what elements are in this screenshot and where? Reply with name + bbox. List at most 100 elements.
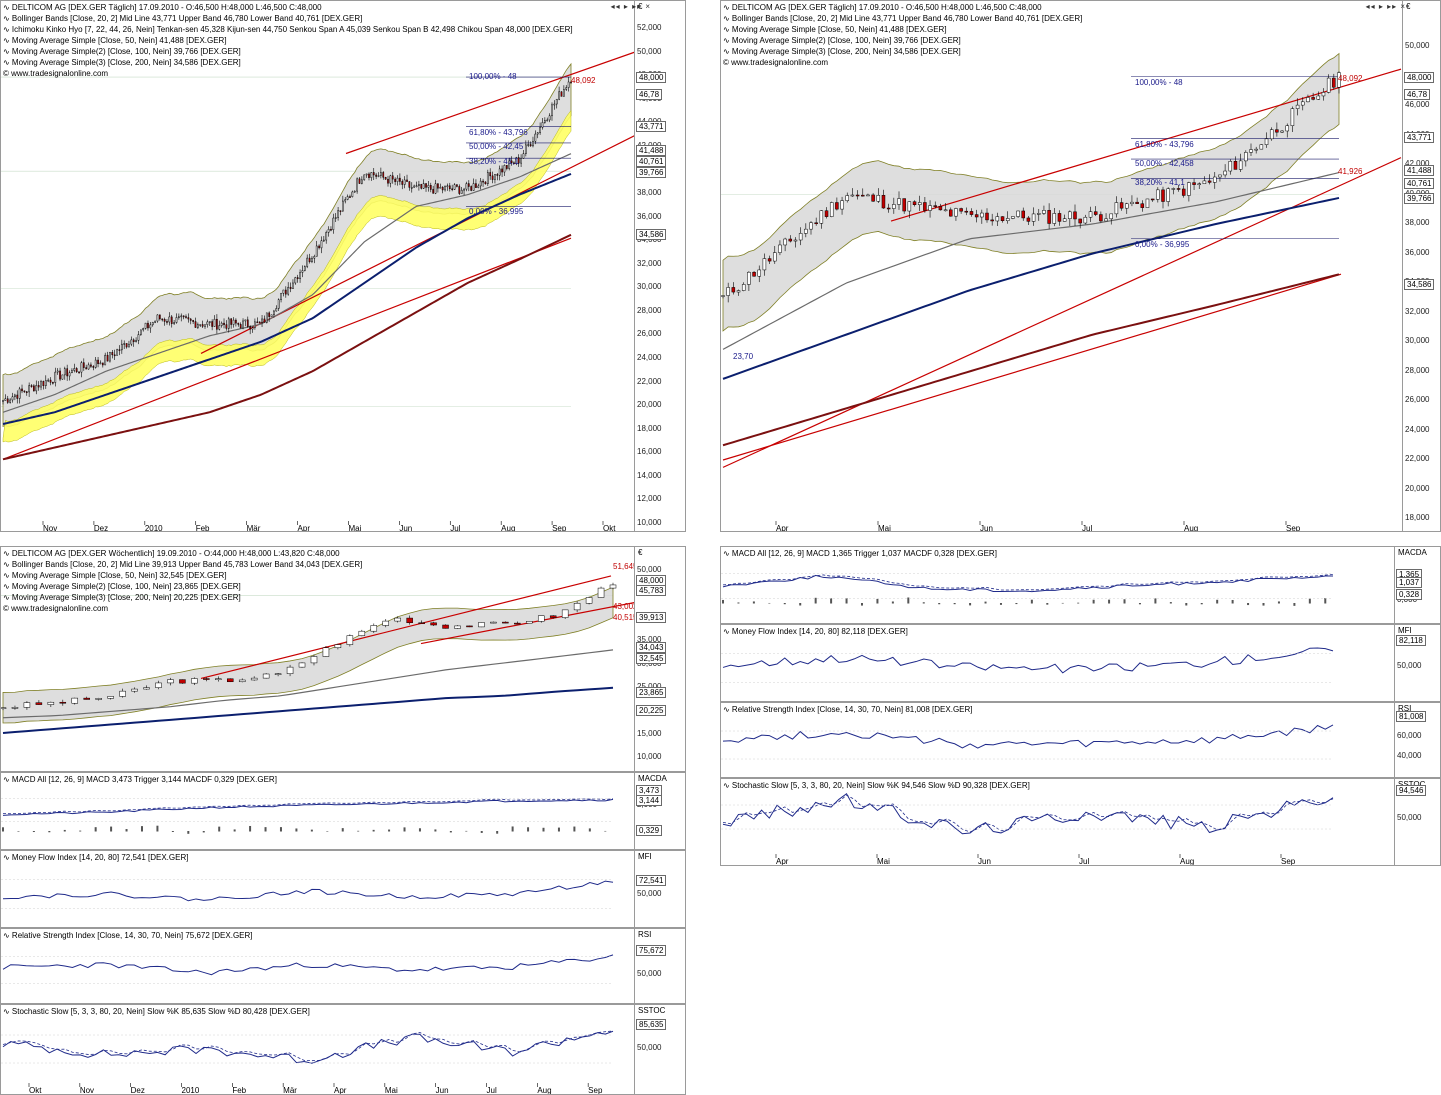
- axis-title: SSTOC: [638, 1006, 666, 1015]
- histogram-bar: [110, 826, 113, 832]
- histogram-bar: [588, 828, 591, 832]
- weekly-mfi-plot: [1, 879, 614, 909]
- value-box: 3,144: [636, 795, 663, 806]
- candle: [731, 287, 736, 293]
- candle: [370, 172, 373, 178]
- daily-short-plot: 48,092 41,926 23,70 100,00% - 48 61,80% - 43…: [721, 52, 1402, 531]
- candle: [1011, 216, 1015, 219]
- candle: [163, 319, 166, 322]
- candle: [938, 205, 943, 211]
- candle: [1119, 202, 1124, 209]
- histogram-bar: [279, 827, 282, 832]
- candle: [539, 127, 541, 133]
- candle: [370, 625, 378, 632]
- weekly-plot: 51,645 43,002 40,515: [1, 562, 672, 734]
- legend-line: ∿ MACD All [12, 26, 9] MACD 3,473 Trigge…: [3, 775, 277, 784]
- histogram-bar: [310, 829, 313, 832]
- candle: [484, 181, 487, 185]
- candle: [463, 188, 465, 191]
- axis-title: €: [638, 2, 643, 11]
- candle: [14, 394, 16, 398]
- candle: [747, 271, 751, 285]
- value-box: 32,545: [636, 653, 667, 664]
- candle: [78, 371, 80, 374]
- candle: [420, 184, 423, 189]
- candle: [467, 183, 470, 187]
- price-label: 0,00% - 36,995: [469, 207, 524, 216]
- candle: [448, 185, 451, 190]
- value-box: 40,761: [636, 156, 667, 167]
- candle: [25, 391, 28, 393]
- candle: [211, 321, 213, 327]
- value-box: 82,118: [1396, 635, 1426, 646]
- axis-title: MACDA: [638, 774, 667, 783]
- candle: [410, 187, 413, 189]
- oscillator-line: [2, 954, 614, 976]
- candle: [980, 212, 984, 218]
- candle: [113, 354, 116, 357]
- axis-title: €: [638, 548, 643, 557]
- axis-title: RSI: [1398, 704, 1412, 713]
- candle: [1083, 216, 1088, 224]
- legend-line: ∿ Relative Strength Index [Close, 14, 30…: [3, 931, 253, 940]
- moving-average-line: [722, 196, 1340, 380]
- window-controls[interactable]: ◂◂ ▸ ▸▸ ×: [1365, 2, 1406, 11]
- x-tick-label: Aug: [501, 524, 515, 532]
- histogram-bar: [418, 828, 421, 832]
- candle: [829, 202, 834, 217]
- moving-average-line: [722, 273, 1340, 447]
- candle: [130, 339, 133, 345]
- daily-stochastic-plot: Apr Mai Jun Jul Aug Sep: [721, 792, 1334, 865]
- candle: [349, 196, 351, 198]
- candle: [151, 322, 154, 326]
- value-box: 45,783: [636, 585, 667, 596]
- y-tick-label: 32,000: [1405, 306, 1430, 316]
- candle: [1125, 203, 1129, 209]
- histogram-bar: [140, 826, 143, 832]
- legend-line: © www.tradesignalonline.com: [3, 69, 109, 78]
- y-tick-label: 36,000: [637, 211, 662, 221]
- legend-line: ∿ Moving Average Simple(2) [Close, 100, …: [3, 582, 241, 591]
- candle: [299, 272, 301, 280]
- candle: [959, 208, 963, 212]
- candle: [752, 271, 756, 277]
- window-controls[interactable]: ◂◂ ▸ ▸▸ ×: [610, 2, 651, 11]
- candle: [741, 284, 746, 291]
- candle: [855, 194, 860, 197]
- candle: [736, 290, 741, 293]
- candle: [1249, 149, 1253, 153]
- candle: [422, 183, 425, 189]
- y-tick-label: 50,000: [637, 46, 662, 56]
- x-tick-label: Sep: [588, 1086, 603, 1095]
- candle: [322, 647, 330, 657]
- candle: [237, 322, 240, 325]
- price-label: 41,926: [1338, 167, 1363, 176]
- candle: [1176, 188, 1181, 190]
- value-box: 81,008: [1396, 711, 1427, 722]
- candle: [37, 385, 40, 388]
- histogram-bar: [1154, 598, 1157, 604]
- legend-line: ∿ DELTICOM AG [DEX.GER Täglich] 17.09.20…: [3, 3, 322, 12]
- legend-line: ∿ MACD All [12, 26, 9] MACD 1,365 Trigge…: [723, 549, 997, 558]
- candle: [442, 624, 449, 629]
- panel-weekly-rsi: ∿ Relative Strength Index [Close, 14, 30…: [0, 928, 686, 1004]
- daily-long-legend: ∿ DELTICOM AG [DEX.GER Täglich] 17.09.20…: [3, 2, 573, 79]
- histogram-bar: [1277, 601, 1280, 604]
- legend-line: ∿ Moving Average Simple(3) [Close, 200, …: [3, 593, 241, 602]
- candle: [478, 622, 485, 628]
- x-tick-label: Sep: [552, 524, 567, 532]
- histogram-bar: [1061, 602, 1064, 604]
- candle: [1161, 189, 1165, 202]
- weekly-macd-legend: ∿ MACD All [12, 26, 9] MACD 3,473 Trigge…: [3, 774, 277, 785]
- histogram-bar: [264, 827, 267, 832]
- y-tick-label: 24,000: [1405, 424, 1430, 434]
- signal-line: [722, 794, 1334, 833]
- value-box: 39,766: [636, 167, 667, 178]
- candle: [460, 189, 463, 194]
- candle: [1254, 148, 1258, 151]
- candle: [292, 282, 294, 289]
- panel-weekly: 51,645 43,002 40,515 ∿ DELTICOM AG [DEX.GE…: [0, 546, 686, 772]
- y-tick-label: 36,000: [1405, 247, 1430, 257]
- candle: [106, 354, 109, 362]
- candle: [1311, 97, 1315, 100]
